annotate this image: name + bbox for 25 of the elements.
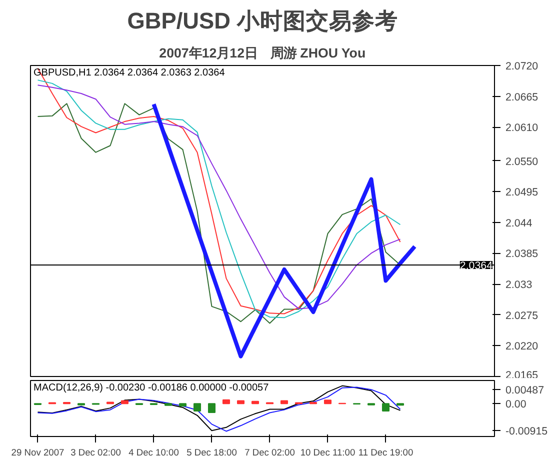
x-tick-label: 7 Dec 02:00 (244, 448, 295, 458)
y-tick-label: 2.0495 (506, 186, 538, 199)
y-tick-label: 2.0220 (506, 340, 538, 353)
y-tick-label: 2.0610 (506, 122, 538, 134)
x-tick-label: 4 Dec 10:00 (128, 448, 179, 458)
x-tick-label: 5 Dec 18:00 (186, 448, 237, 458)
y-tick-label: 2.0275 (506, 310, 538, 322)
y-tick-label: 2.0550 (506, 156, 538, 168)
y-tick-label: -0.00915 (506, 425, 548, 438)
x-tick-label: 29 Nov 2007 (11, 448, 64, 458)
x-tick-label: 11 Dec 19:00 (358, 448, 414, 458)
annotation: MACD(12,26,9) -0.00230 -0.00186 0.00000 -0.00057 (34, 382, 270, 394)
y-tick-label: 2.0720 (506, 60, 538, 72)
y-tick-label: 0.00 (506, 398, 526, 411)
y-tick-label: 2.033 (506, 279, 532, 292)
y-tick-label: 0.00487 (506, 384, 544, 396)
y-tick-label: 2.044 (506, 217, 532, 230)
chart-title: GBP/USD 小时图交易参考 (127, 8, 398, 34)
chart-subtitle: 2007年12月12日 周游 ZHOU You (159, 46, 366, 60)
x-tick-label: 3 Dec 02:00 (70, 448, 121, 458)
ref-line-label: 2.0364 (460, 260, 493, 272)
x-tick-label: 10 Dec 11:00 (300, 448, 356, 458)
line-series (152, 102, 417, 358)
y-tick-label: 2.0385 (506, 248, 538, 260)
y-tick-label: 2.0665 (506, 91, 538, 104)
